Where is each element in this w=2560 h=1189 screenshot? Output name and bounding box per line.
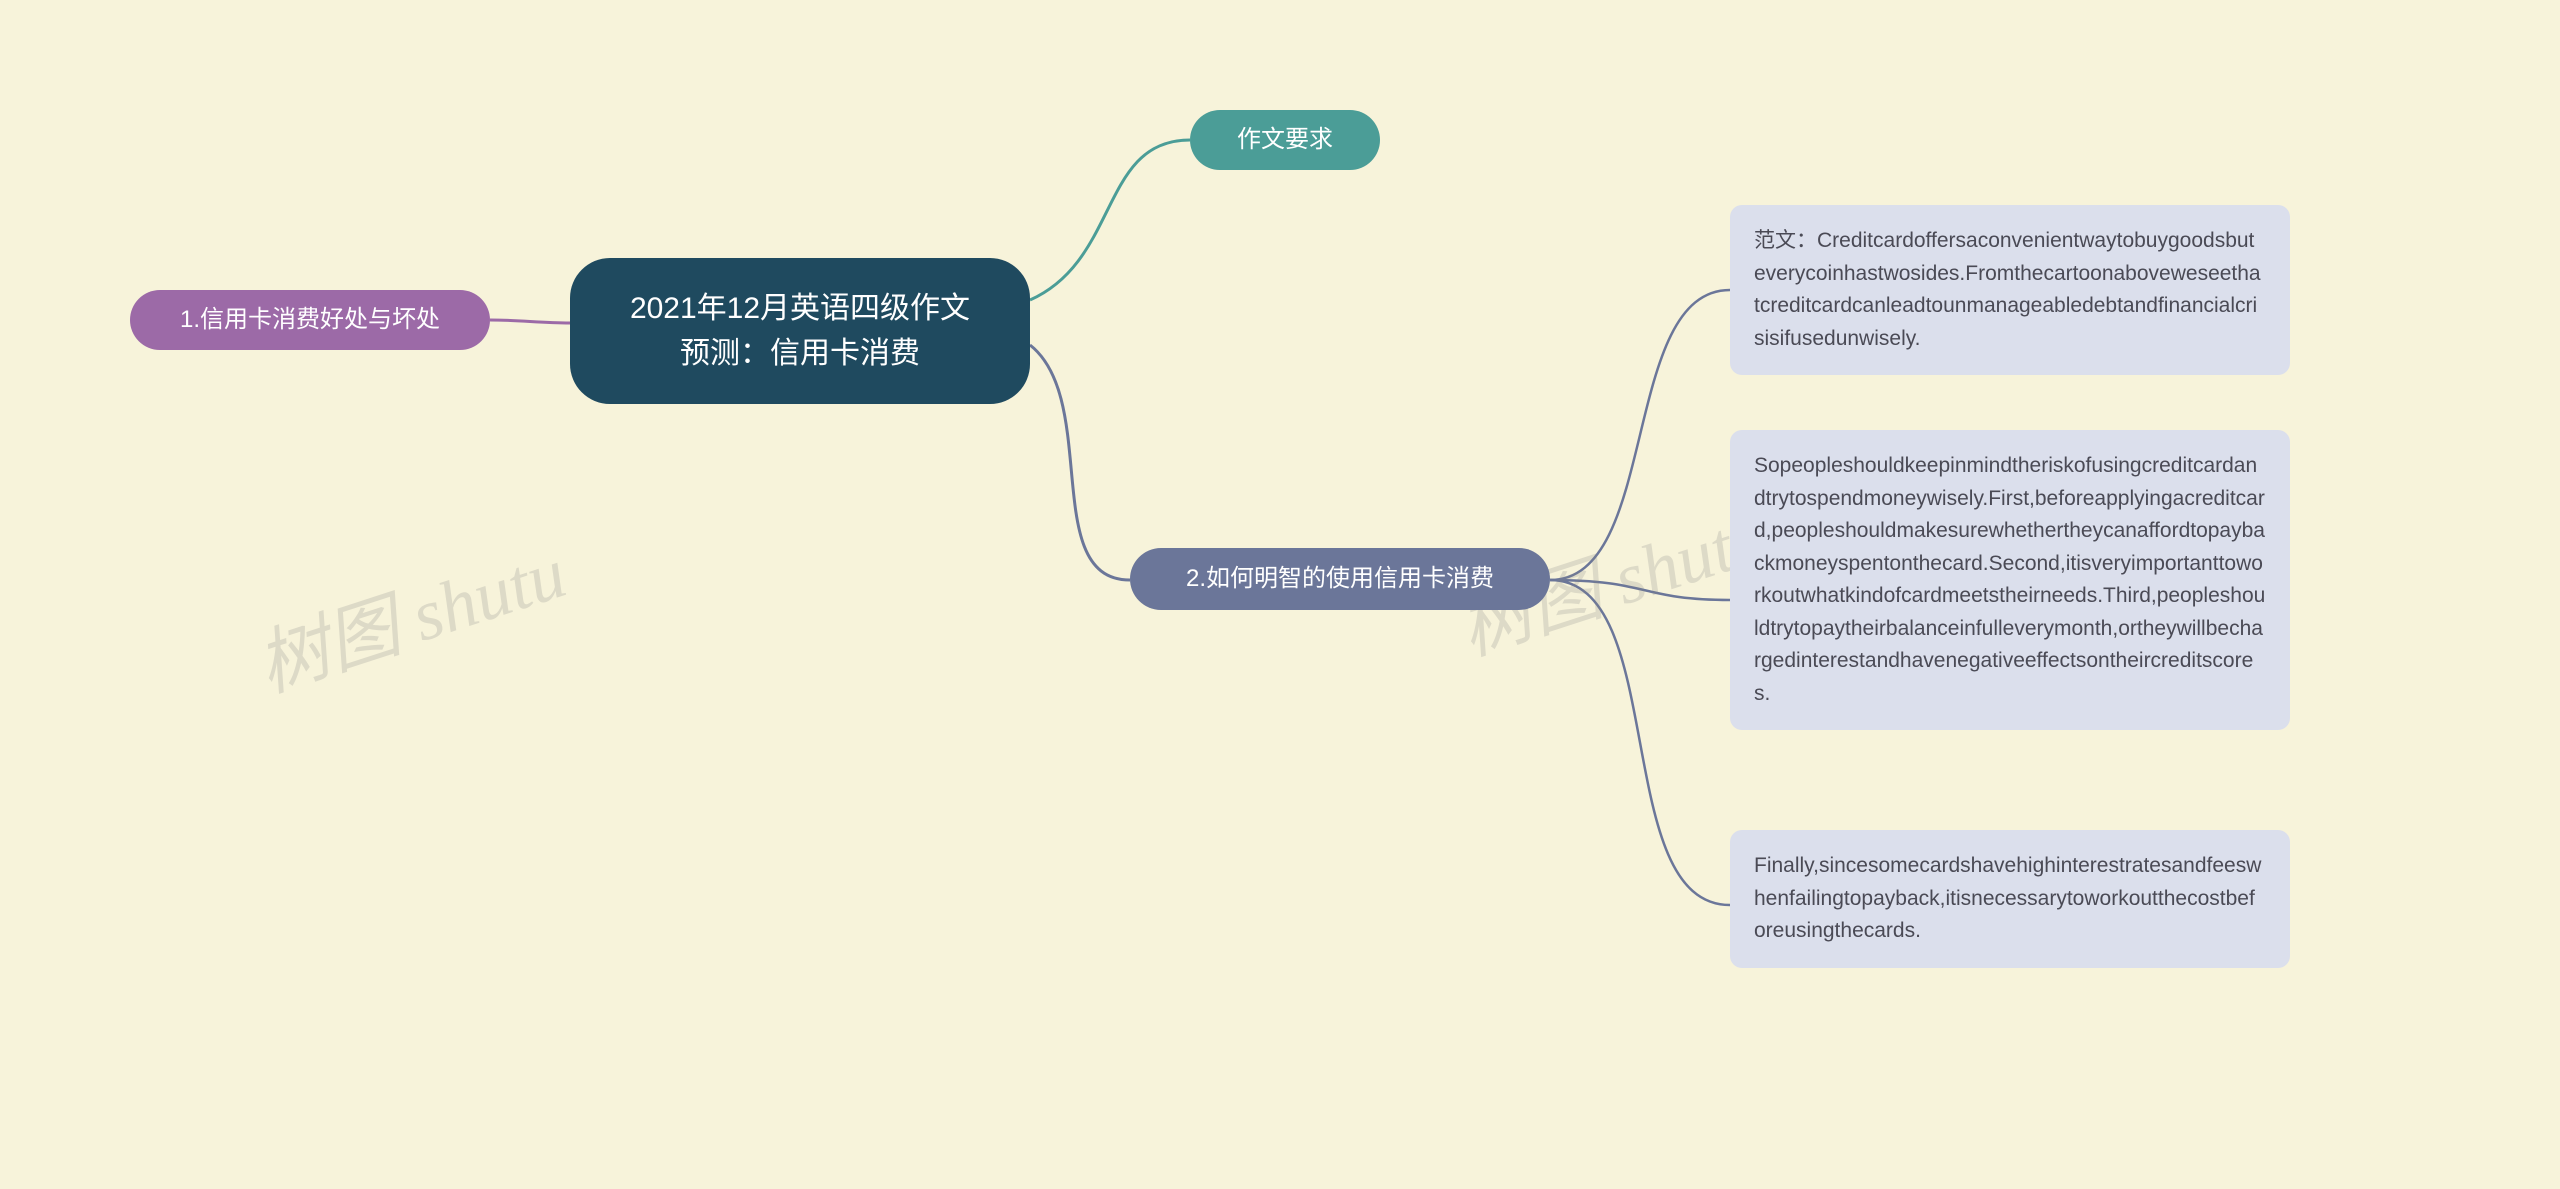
edge	[490, 320, 570, 323]
leaf-paragraph-3[interactable]: Finally,sincesomecardshavehighinterestra…	[1730, 830, 2290, 968]
node-requirements[interactable]: 作文要求	[1190, 110, 1380, 170]
root-node[interactable]: 2021年12月英语四级作文 预测：信用卡消费	[570, 258, 1030, 404]
root-text: 2021年12月英语四级作文 预测：信用卡消费	[630, 286, 970, 376]
node-pros-cons-label: 1.信用卡消费好处与坏处	[180, 302, 440, 338]
watermark-1: 树图 shutu	[242, 513, 577, 711]
leaf-paragraph-1-text: 范文：Creditcardoffersaconvenientwaytobuygo…	[1754, 229, 2261, 350]
root-line1: 2021年12月英语四级作文	[630, 292, 970, 325]
edge	[1550, 290, 1730, 580]
edge	[1030, 140, 1190, 300]
root-line2: 预测：信用卡消费	[680, 337, 920, 370]
node-wise-use-label: 2.如何明智的使用信用卡消费	[1186, 561, 1494, 597]
edge	[1030, 345, 1130, 580]
node-wise-use[interactable]: 2.如何明智的使用信用卡消费	[1130, 548, 1550, 610]
leaf-paragraph-1[interactable]: 范文：Creditcardoffersaconvenientwaytobuygo…	[1730, 205, 2290, 375]
mindmap-canvas: 树图 shutu 树图 shutu.cn 2021年12月英语四级作文 预测：信…	[0, 0, 2560, 1189]
node-pros-cons[interactable]: 1.信用卡消费好处与坏处	[130, 290, 490, 350]
leaf-paragraph-2-text: Sopeopleshouldkeepinmindtheriskofusingcr…	[1754, 454, 2265, 705]
edge	[1550, 580, 1730, 600]
node-requirements-label: 作文要求	[1237, 122, 1333, 158]
leaf-paragraph-2[interactable]: Sopeopleshouldkeepinmindtheriskofusingcr…	[1730, 430, 2290, 730]
edge	[1550, 580, 1730, 905]
leaf-paragraph-3-text: Finally,sincesomecardshavehighinterestra…	[1754, 854, 2261, 942]
